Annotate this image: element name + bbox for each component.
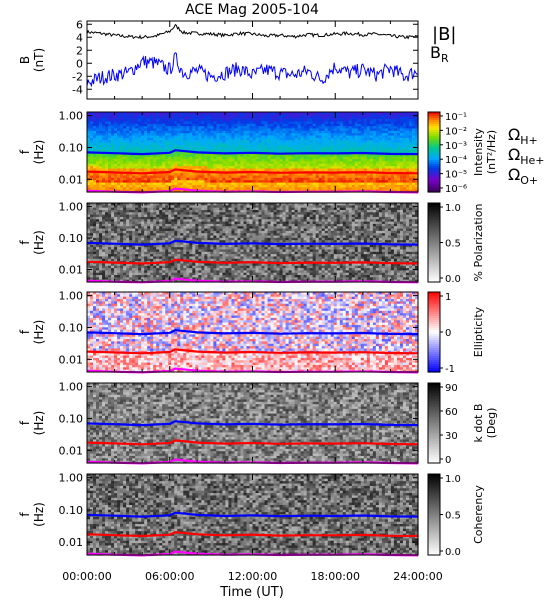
legend-gyro-1: ΩHe+ bbox=[508, 145, 545, 167]
y-tick-label: 1.00 bbox=[59, 472, 84, 485]
legend: |B|BR ΩH+ΩHe+ΩO+ bbox=[430, 24, 545, 187]
legend-gyro-2: ΩO+ bbox=[508, 165, 538, 187]
panel-ellipticity: 1 0 -1 Ellipticity 1.00 0.10 0.01 f (Hz) bbox=[18, 290, 485, 375]
gyro-line-0-polarization bbox=[86, 239, 419, 246]
gyro-line-1-polarization bbox=[86, 258, 419, 265]
gyro-line-0-power bbox=[86, 149, 419, 156]
y-tick-label: 0 bbox=[76, 57, 83, 70]
legend-b-radial: BR bbox=[430, 43, 449, 65]
y-tick-label: -2 bbox=[72, 70, 83, 83]
y-tick-label: 0.01 bbox=[59, 173, 84, 186]
y-tick-label: 0.01 bbox=[59, 444, 84, 457]
colorbar-coherency: 1.0 0.5 0.0 Coherency bbox=[427, 473, 485, 558]
x-axis-label: Time (UT) bbox=[219, 585, 284, 600]
panel-power: 10⁻¹ 10⁻² 10⁻³ 10⁻⁴ 10⁻⁵ 10⁻⁶ Intensity (nT²/Hz… bbox=[18, 110, 498, 195]
panel-kdotb: 90 60 30 0 k dot B (Deg) 1.00 0.10 0.01 f (Hz) bbox=[18, 381, 498, 466]
colorbar-label: k dot B bbox=[472, 404, 485, 443]
colorbar-tick: 10⁻¹ bbox=[445, 112, 467, 123]
y-axis-label: f bbox=[18, 149, 32, 154]
y-tick-label: 0.10 bbox=[59, 321, 84, 334]
y-axis-label: f bbox=[18, 512, 32, 517]
y-tick-label: 0.10 bbox=[59, 504, 84, 517]
colorbar-tick: 10⁻⁴ bbox=[445, 155, 467, 166]
y-tick-label: 4 bbox=[76, 31, 83, 44]
y-tick-label: -4 bbox=[72, 83, 83, 96]
colorbar-tick: 10⁻⁵ bbox=[445, 170, 467, 181]
colorbar-label: % Polarization bbox=[472, 204, 485, 282]
y-tick-label: 0.01 bbox=[59, 263, 84, 276]
y-axis-unit: (nT) bbox=[32, 48, 46, 72]
colorbar-tick: 0 bbox=[445, 455, 451, 466]
colorbar-tick: 60 bbox=[445, 407, 458, 418]
gyro-line-1-power bbox=[86, 168, 419, 175]
gyro-line-1-kdotb bbox=[86, 439, 419, 446]
colorbar-power: 10⁻¹ 10⁻² 10⁻³ 10⁻⁴ 10⁻⁵ 10⁻⁶ Intensity (nT²/Hz… bbox=[427, 111, 498, 195]
x-tick-label: 18:00:00 bbox=[311, 570, 360, 583]
colorbar-tick: 0.5 bbox=[445, 511, 461, 522]
figure-title: ACE Mag 2005-104 bbox=[185, 2, 319, 18]
y-axis-unit: (Hz) bbox=[32, 320, 46, 345]
legend-b-magnitude: |B| bbox=[432, 24, 456, 45]
colorbar-tick: -1 bbox=[445, 364, 455, 375]
y-axis-label: f bbox=[18, 329, 32, 334]
colorbar-tick: 0.5 bbox=[445, 239, 461, 250]
colorbar-tick: 0.0 bbox=[445, 547, 461, 558]
colorbar-label: Intensity bbox=[472, 128, 485, 176]
colorbar-label: Ellipticity bbox=[472, 306, 485, 357]
y-tick-label: 1.00 bbox=[59, 110, 84, 123]
x-tick-label: 12:00:00 bbox=[228, 570, 277, 583]
colorbar-label: Coherency bbox=[472, 485, 485, 544]
gyro-line-1-coherency bbox=[86, 530, 419, 538]
colorbar-tick: 10⁻² bbox=[445, 126, 467, 137]
legend-gyro-0: ΩH+ bbox=[508, 125, 538, 147]
colorbar-unit: (nT²/Hz) bbox=[485, 130, 498, 174]
panel-coherency: 1.0 0.5 0.0 Coherency 1.00 0.10 0.01 f (Hz) bbox=[18, 472, 485, 558]
colorbar-ellipticity: 1 0 -1 Ellipticity bbox=[427, 291, 485, 375]
panel-polarization: 1.0 0.5 0.0 % Polarization 1.00 0.10 0.01 f (Hz) bbox=[18, 201, 485, 285]
y-axis-label: B bbox=[18, 56, 32, 64]
y-tick-label: 0.10 bbox=[59, 412, 84, 425]
colorbar-tick: 1 bbox=[445, 292, 451, 303]
y-axis-unit: (Hz) bbox=[32, 502, 46, 527]
colorbar-tick: 0 bbox=[445, 328, 451, 339]
y-axis-unit: (Hz) bbox=[32, 140, 46, 165]
y-tick-label: 0.10 bbox=[59, 232, 84, 245]
y-tick-label: 0.10 bbox=[59, 141, 84, 154]
y-tick-label: 0.01 bbox=[59, 536, 84, 549]
time-axis: 00:00:00 06:00:00 12:00:00 18:00:00 24:00:00 bbox=[62, 570, 442, 583]
colorbar-tick: 90 bbox=[445, 383, 458, 394]
colorbar-tick: 1.0 bbox=[445, 203, 461, 214]
colorbar-tick: 30 bbox=[445, 431, 458, 442]
y-tick-label: 2 bbox=[76, 44, 83, 57]
y-tick-label: 1.00 bbox=[59, 201, 84, 214]
x-tick-label: 06:00:00 bbox=[145, 570, 194, 583]
colorbar-polarization: 1.0 0.5 0.0 % Polarization bbox=[427, 202, 485, 285]
series-b-radial bbox=[86, 52, 418, 88]
y-tick-label: 6 bbox=[76, 18, 83, 31]
y-tick-label: 0.01 bbox=[59, 353, 84, 366]
y-tick-label: 1.00 bbox=[59, 290, 84, 303]
colorbar-unit: (Deg) bbox=[485, 408, 498, 439]
y-axis-unit: (Hz) bbox=[32, 230, 46, 255]
x-tick-label: 00:00:00 bbox=[62, 570, 111, 583]
y-axis-label: f bbox=[18, 420, 32, 425]
gyro-line-0-ellipticity bbox=[86, 329, 419, 336]
series-b-magnitude bbox=[86, 23, 419, 40]
gyro-line-0-coherency bbox=[86, 511, 419, 518]
colorbar-kdotb: 90 60 30 0 k dot B (Deg) bbox=[427, 382, 498, 466]
colorbar-tick: 10⁻⁶ bbox=[445, 184, 467, 195]
colorbar-tick: 0.0 bbox=[445, 274, 461, 285]
y-tick-label: 1.00 bbox=[59, 381, 84, 394]
y-axis-unit: (Hz) bbox=[32, 411, 46, 436]
gyro-line-0-kdotb bbox=[86, 420, 419, 427]
gyro-line-1-ellipticity bbox=[86, 348, 419, 355]
x-tick-label: 24:00:00 bbox=[393, 570, 442, 583]
colorbar-tick: 1.0 bbox=[445, 474, 461, 485]
colorbar-tick: 10⁻³ bbox=[445, 141, 467, 152]
y-axis-label: f bbox=[18, 240, 32, 245]
